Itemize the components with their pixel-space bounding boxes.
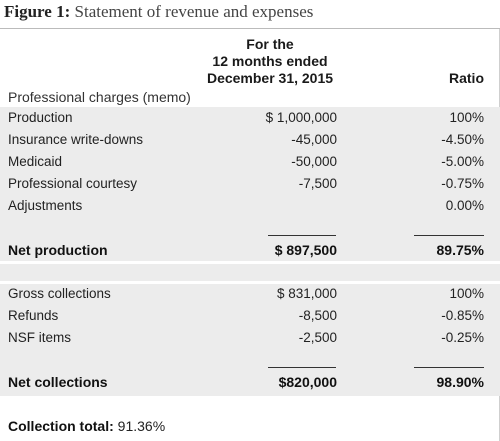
section-divider: [0, 281, 500, 284]
amount-header-line-2: 12 months ended: [212, 53, 328, 69]
collection-total-label: Collection total:: [8, 418, 114, 434]
table-row: Professional courtesy -7,500 -0.75%: [8, 176, 484, 191]
spacer-band: [0, 264, 500, 283]
table-row: Insurance write-downs -45,000 -4.50%: [8, 132, 484, 147]
amount-column-header: For the 12 months ended December 31, 201…: [190, 36, 350, 87]
collection-total-value: 91.36%: [117, 418, 166, 434]
table-row: Gross collections $ 831,000 100%: [8, 286, 484, 301]
collections-section: [0, 284, 500, 396]
table-row: Production $ 1,000,000 100%: [8, 110, 484, 125]
table-row: NSF items -2,500 -0.25%: [8, 330, 484, 345]
section-divider: [0, 261, 500, 264]
title-divider: [0, 28, 500, 29]
ratio-column-header: Ratio: [449, 70, 484, 86]
figure-title: Figure 1: Statement of revenue and expen…: [4, 2, 313, 22]
subtotal-rule: [268, 367, 336, 368]
charges-section: [0, 107, 500, 263]
amount-header-line-1: For the: [246, 36, 294, 52]
amount-header-line-3: December 31, 2015: [206, 70, 334, 86]
net-collections-row: Net collections $820,000 98.90%: [8, 374, 484, 390]
table-row: Adjustments 0.00%: [8, 198, 484, 213]
subtotal-rule: [414, 235, 484, 236]
collection-total: Collection total: 91.36%: [8, 418, 165, 434]
net-production-row: Net production $ 897,500 89.75%: [8, 242, 484, 258]
figure-title-text: Statement of revenue and expenses: [74, 2, 314, 21]
memo-label: Professional charges (memo): [8, 89, 191, 105]
table-row: Medicaid -50,000 -5.00%: [8, 154, 484, 169]
subtotal-rule: [268, 235, 336, 236]
subtotal-rule: [414, 367, 484, 368]
figure-label: Figure 1:: [4, 2, 71, 21]
table-row: Refunds -8,500 -0.85%: [8, 308, 484, 323]
